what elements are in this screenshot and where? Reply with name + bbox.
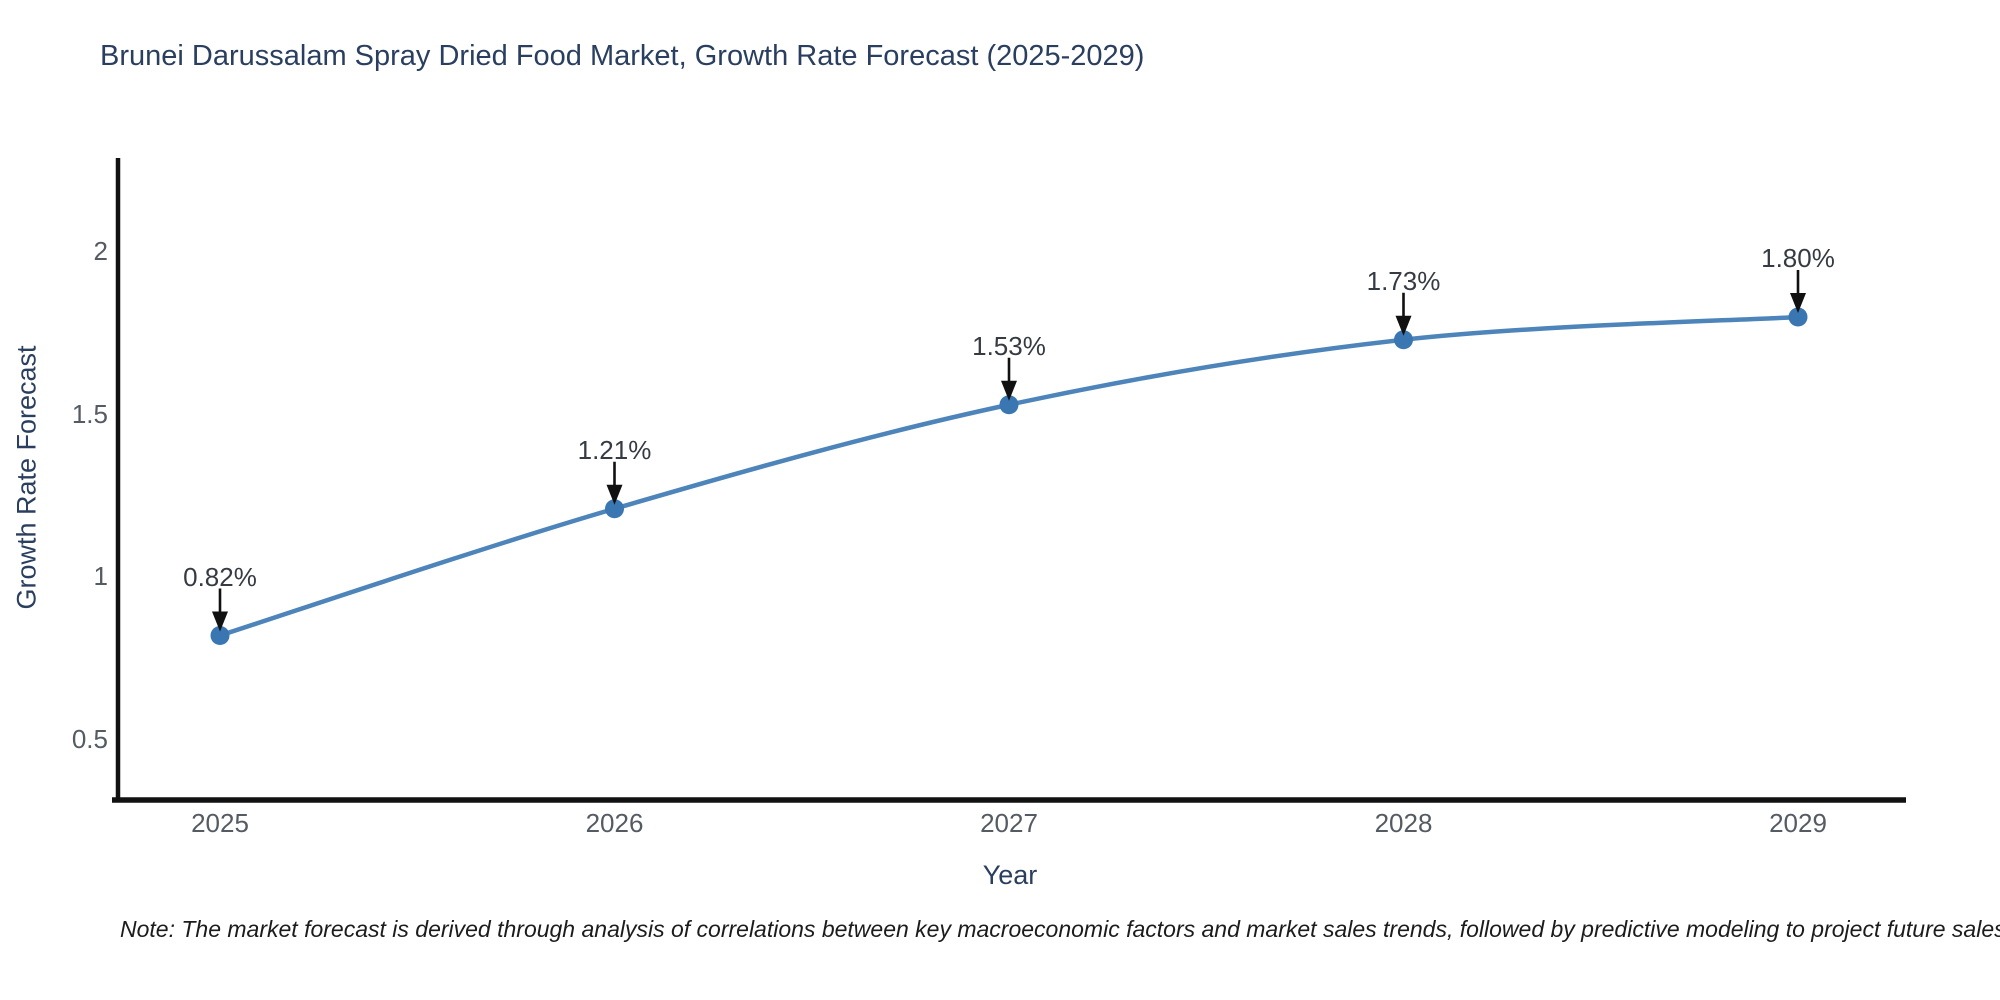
- y-tick-label-0.5: 0.5: [71, 723, 108, 754]
- y-axis-title: Growth Rate Forecast: [11, 345, 42, 610]
- axis-layer: [112, 158, 1906, 803]
- point-value-label-2026: 1.21%: [577, 434, 652, 465]
- y-tick-label-1: 1: [93, 561, 108, 591]
- footnote: Note: The market forecast is derived thr…: [120, 916, 2000, 942]
- annotation-arrow-head-2027: [1001, 380, 1017, 401]
- point-value-label-2025: 0.82%: [183, 561, 257, 592]
- chart-title: Brunei Darussalam Spray Dried Food Marke…: [100, 40, 1145, 72]
- point-value-label-2027: 1.53%: [972, 330, 1046, 361]
- annotation-arrow-head-2028: [1395, 315, 1412, 336]
- x-tick-label-2026: 2026: [585, 808, 644, 838]
- annotation-arrow-head-2029: [1790, 293, 1806, 313]
- x-tick-label-2028: 2028: [1374, 808, 1433, 838]
- x-axis-title: Year: [982, 860, 1038, 890]
- x-tick-label-2029: 2029: [1769, 808, 1827, 838]
- x-tick-label-2027: 2027: [980, 808, 1038, 838]
- annotation-arrow-head-2026: [606, 484, 623, 505]
- data-point-marker-2025: [210, 626, 230, 645]
- data-point-marker-2028: [1394, 330, 1413, 350]
- series-layer: [210, 307, 1808, 645]
- data-point-marker-2026: [605, 499, 624, 519]
- data-point-marker-2029: [1788, 307, 1808, 327]
- point-value-label-2028: 1.73%: [1366, 265, 1441, 296]
- annotation-arrow-head-2025: [212, 611, 228, 632]
- x-tick-label-2025: 2025: [191, 808, 249, 838]
- annotation-arrows-layer: [212, 270, 1806, 632]
- point-value-label-2029: 1.80%: [1761, 243, 1835, 273]
- data-point-marker-2027: [999, 395, 1019, 415]
- y-tick-label-2: 2: [93, 236, 108, 266]
- y-tick-label-1.5: 1.5: [71, 398, 108, 429]
